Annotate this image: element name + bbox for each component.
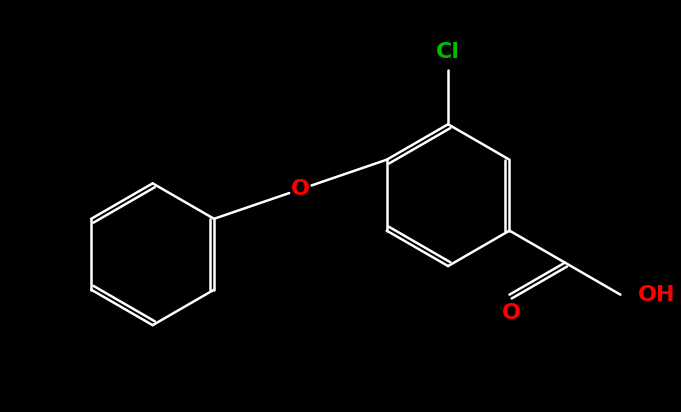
Text: Cl: Cl [436,42,460,62]
Text: O: O [502,302,521,323]
Text: OH: OH [638,285,676,304]
Text: O: O [291,179,310,199]
